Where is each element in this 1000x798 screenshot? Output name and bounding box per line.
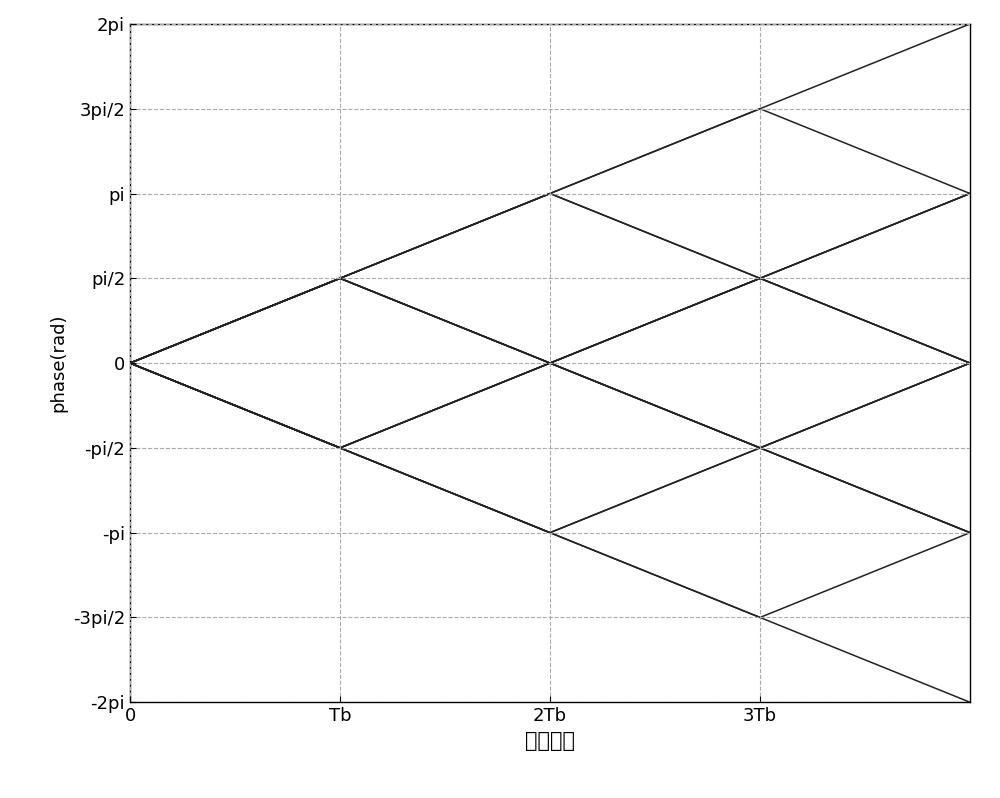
Y-axis label: phase(rad): phase(rad) xyxy=(49,314,67,413)
X-axis label: 码元周期: 码元周期 xyxy=(525,731,575,751)
